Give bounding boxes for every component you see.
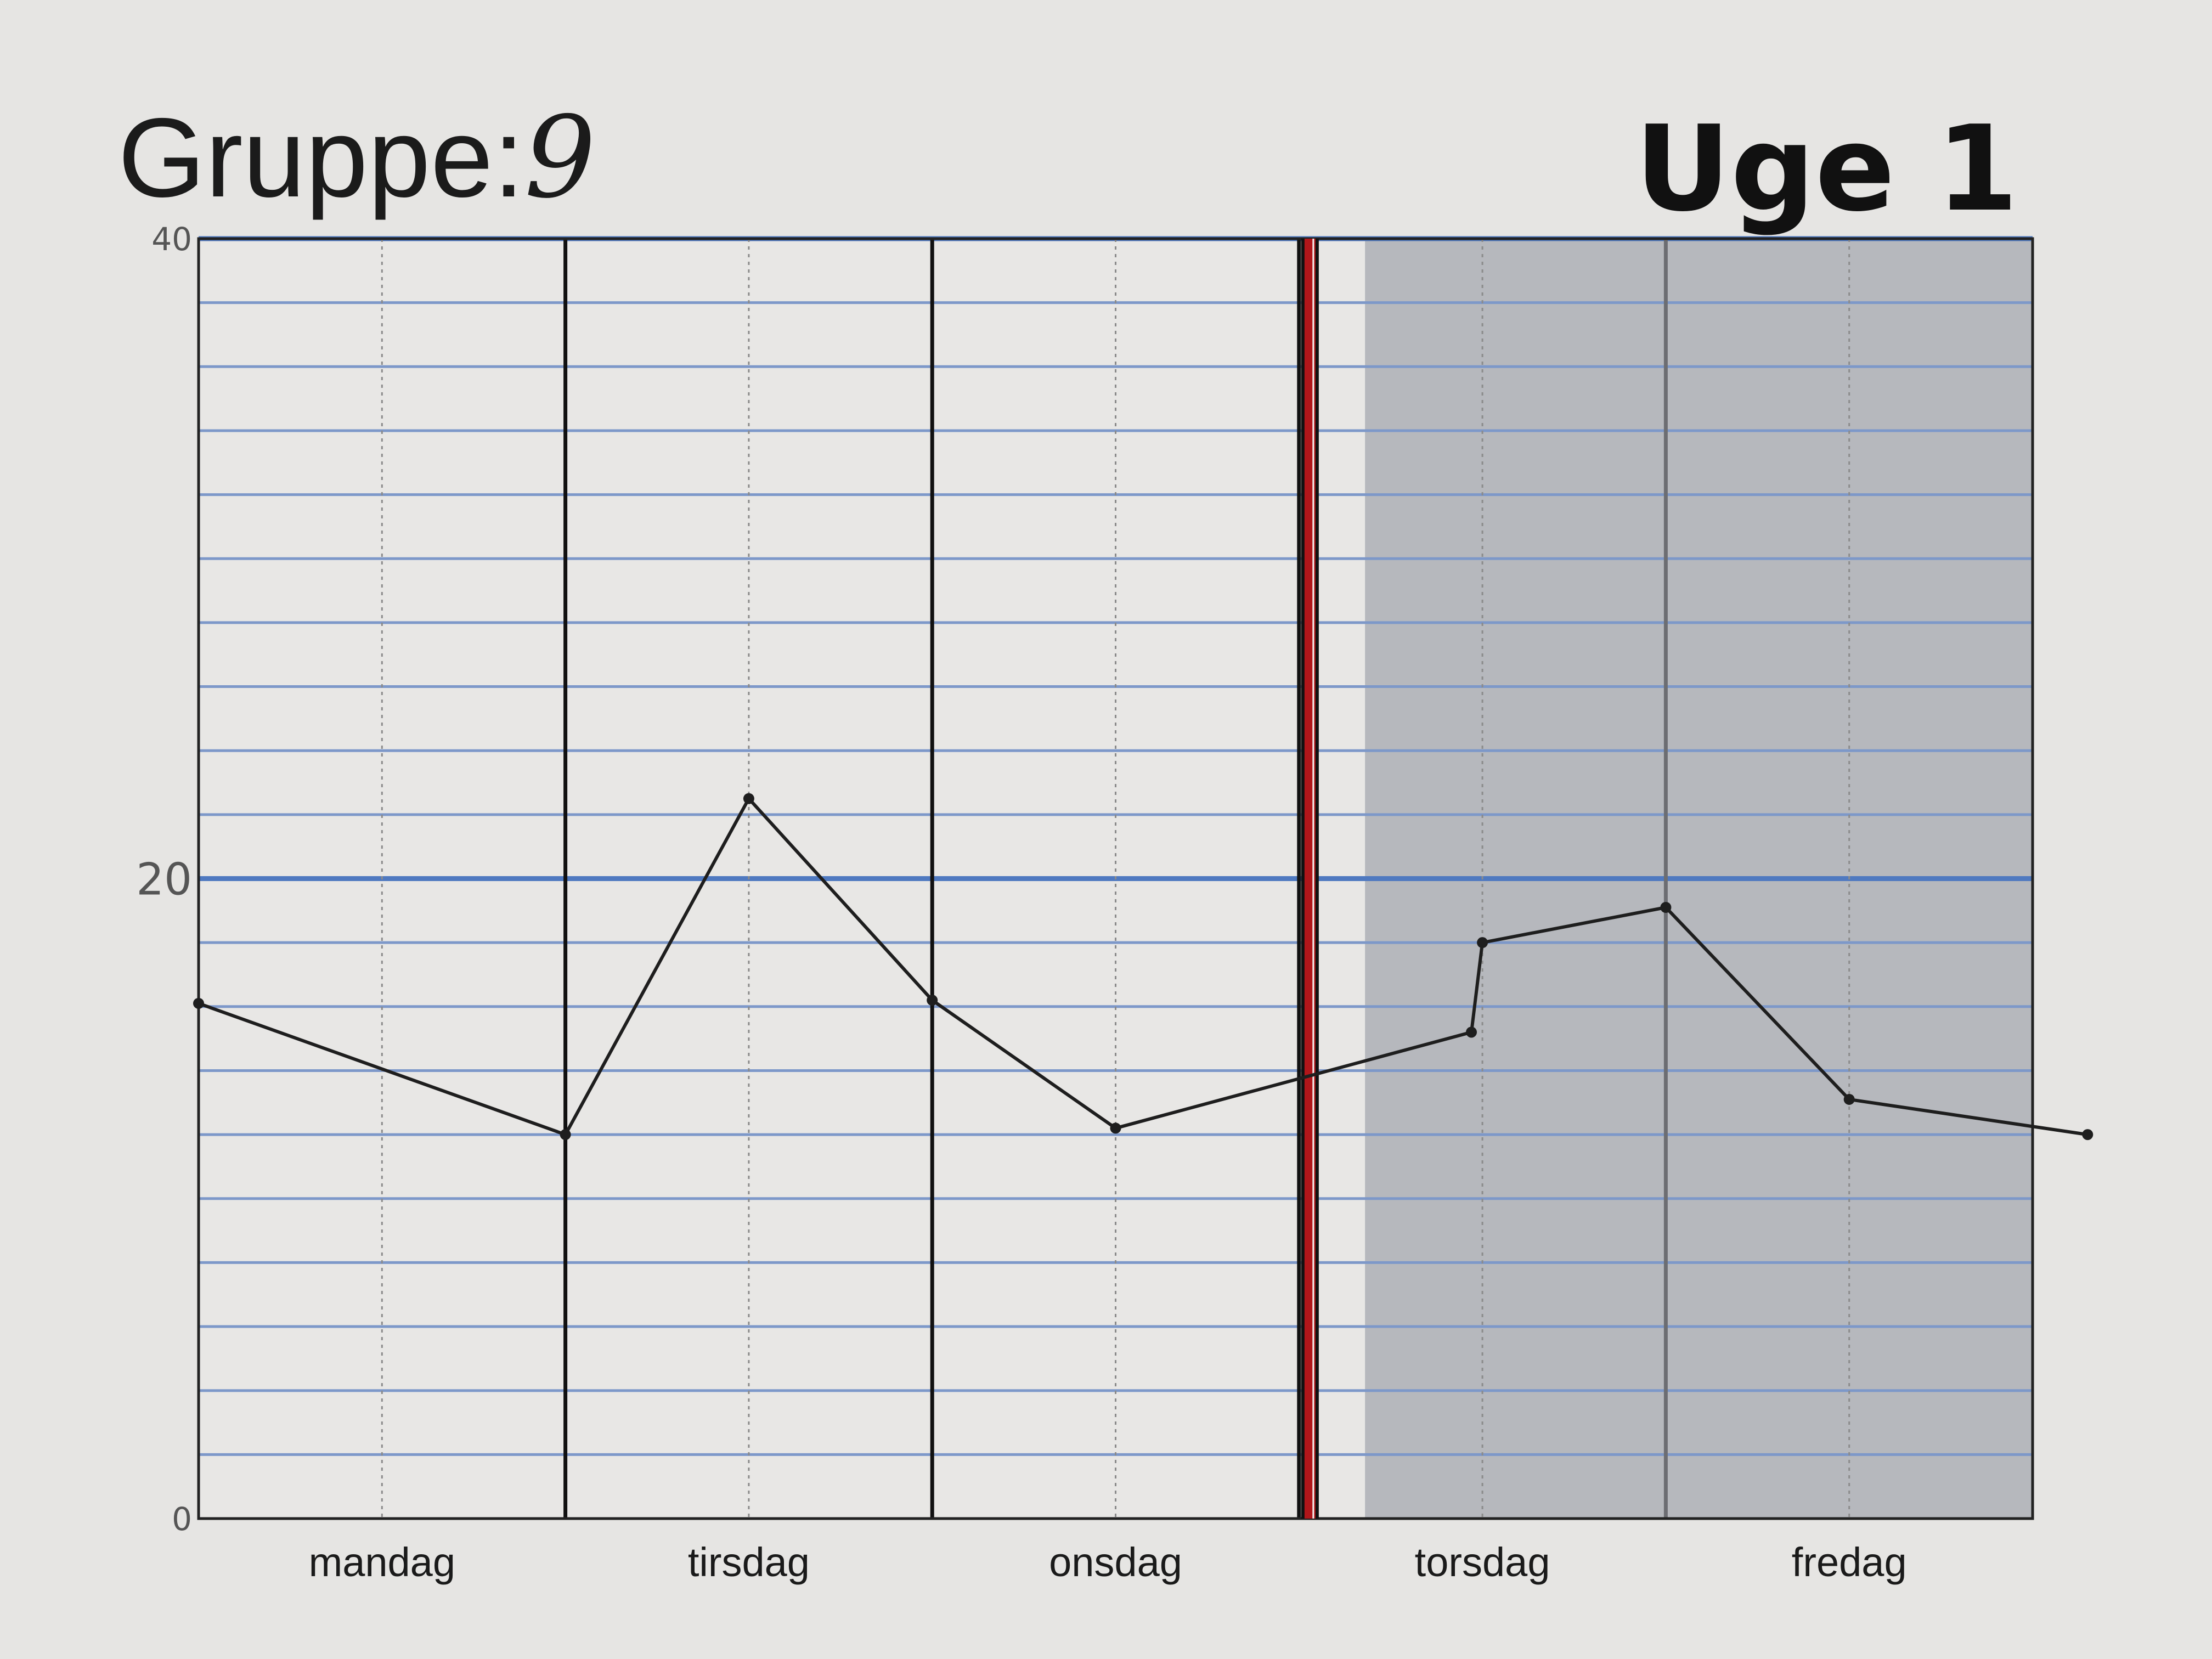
group-label: Gruppe: <box>118 95 524 221</box>
data-point <box>2082 1129 2094 1141</box>
week-title: Uge 1 <box>1635 100 2018 238</box>
data-point <box>1110 1122 1121 1134</box>
x-category-label: fredag <box>1792 1539 1907 1585</box>
y-tick-label: 40 <box>151 221 192 258</box>
y-tick-label: 0 <box>172 1500 192 1538</box>
plot-frame <box>197 237 2034 1520</box>
group-number: 9 <box>524 93 596 223</box>
data-point <box>193 997 204 1009</box>
data-point <box>1466 1026 1477 1038</box>
data-point <box>743 793 754 804</box>
y-tick-label: 20 <box>136 854 192 905</box>
data-point <box>1660 901 1672 913</box>
x-category-label: tirsdag <box>688 1539 810 1585</box>
group-title: Gruppe:9 <box>118 101 596 215</box>
data-point <box>927 995 938 1006</box>
x-category-label: mandag <box>309 1539 455 1585</box>
data-point <box>1843 1093 1855 1105</box>
data-point <box>560 1129 571 1141</box>
x-category-label: torsdag <box>1415 1539 1550 1585</box>
data-point <box>1477 937 1488 949</box>
data-line <box>197 797 2090 1137</box>
x-category-label: onsdag <box>1049 1539 1182 1585</box>
